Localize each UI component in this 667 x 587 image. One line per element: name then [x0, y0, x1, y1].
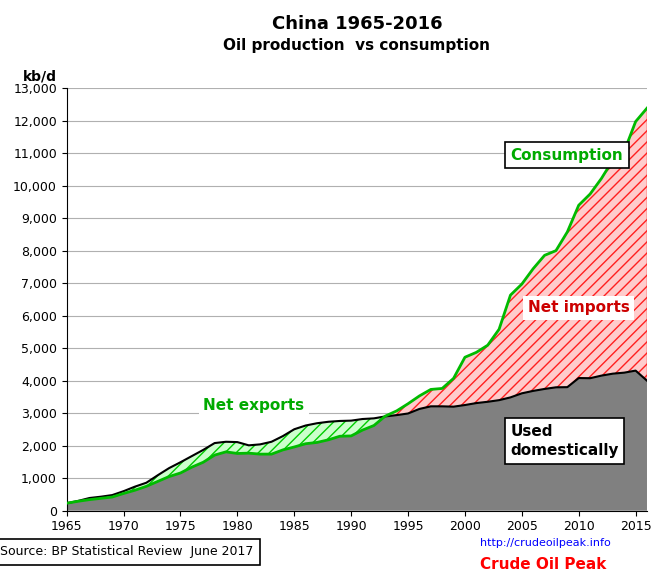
- Text: kb/d: kb/d: [23, 70, 57, 84]
- Text: Source: BP Statistical Review  June 2017: Source: BP Statistical Review June 2017: [0, 545, 253, 558]
- Text: Net exports: Net exports: [203, 398, 304, 413]
- Text: Used
domestically: Used domestically: [510, 424, 619, 458]
- Text: http://crudeoilpeak.info: http://crudeoilpeak.info: [480, 538, 611, 548]
- Text: Consumption: Consumption: [510, 147, 623, 163]
- Text: China 1965-2016: China 1965-2016: [271, 15, 442, 33]
- Text: Oil production  vs consumption: Oil production vs consumption: [223, 38, 490, 53]
- Text: Crude Oil Peak: Crude Oil Peak: [480, 557, 606, 572]
- Text: Net imports: Net imports: [528, 301, 630, 315]
